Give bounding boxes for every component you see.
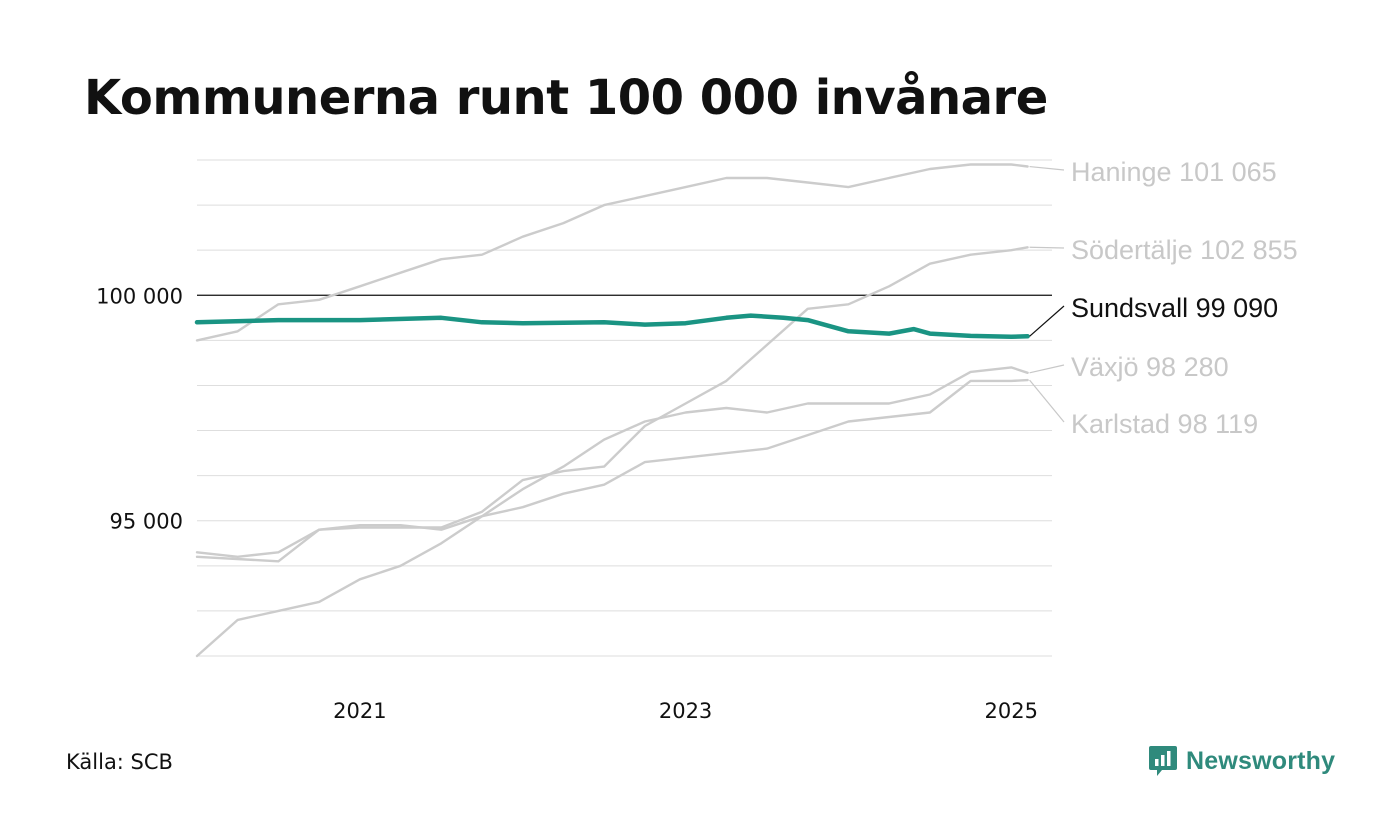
x-tick-label: 2025 <box>985 699 1038 723</box>
series-end-labels: Södertälje 102 855 Haninge 101 065 Sundsva… <box>1029 157 1298 439</box>
x-tick-label: 2023 <box>659 699 712 723</box>
y-axis: 100 000 95 000 <box>96 284 183 533</box>
x-axis: 2021 2023 2025 <box>333 699 1038 723</box>
source-note: Källa: SCB <box>66 750 173 774</box>
leader-line-växjö <box>1029 364 1065 374</box>
series-label-haninge: Haninge 101 065 <box>1071 157 1277 187</box>
newsworthy-logo-icon <box>1149 746 1177 776</box>
brand-logo[interactable]: Newsworthy <box>1148 744 1335 778</box>
chart-title: Kommunerna runt 100 000 invånare <box>84 70 1048 126</box>
series-line-södertälje <box>195 246 1029 563</box>
series-label-karlstad: Karlstad 98 119 <box>1071 409 1258 439</box>
highlight-series-lines <box>194 313 1030 340</box>
line-chart: 100 000 95 000 2021 2023 2025 Södertälje 10… <box>96 157 1298 723</box>
series-label-södertälje: Södertälje 102 855 <box>1071 235 1298 265</box>
brand-name: Newsworthy <box>1186 746 1336 775</box>
context-series-lines <box>195 163 1029 658</box>
leader-line-karlstad <box>1029 379 1065 423</box>
y-tick-label: 100 000 <box>96 284 183 308</box>
series-line-haninge <box>195 163 1029 342</box>
leader-line-södertälje <box>1029 246 1065 249</box>
series-line-karlstad <box>195 378 1029 558</box>
series-label-sundsvall: Sundsvall 99 090 <box>1071 293 1278 323</box>
leader-line-sundsvall <box>1029 305 1065 337</box>
series-line-växjö <box>195 366 1029 658</box>
x-tick-label: 2021 <box>333 699 386 723</box>
grid-layer <box>197 159 1052 657</box>
series-line-sundsvall <box>194 313 1030 340</box>
leader-line-haninge <box>1029 165 1065 171</box>
y-tick-label: 95 000 <box>110 510 183 534</box>
series-label-växjö: Växjö 98 280 <box>1071 352 1229 382</box>
